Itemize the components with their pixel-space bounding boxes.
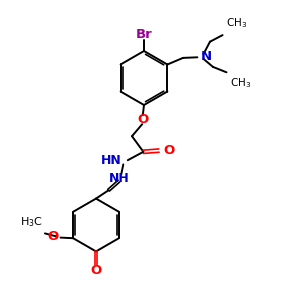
Text: H$_3$C: H$_3$C (20, 215, 43, 229)
Text: Br: Br (136, 28, 153, 41)
Text: O: O (90, 263, 102, 277)
Text: NH: NH (109, 172, 130, 185)
Text: CH$_3$: CH$_3$ (226, 16, 247, 30)
Text: O: O (47, 230, 58, 243)
Text: O: O (137, 112, 148, 126)
Text: HN: HN (101, 154, 122, 167)
Text: CH$_3$: CH$_3$ (230, 76, 251, 90)
Text: O: O (163, 144, 174, 157)
Text: N: N (200, 50, 211, 63)
